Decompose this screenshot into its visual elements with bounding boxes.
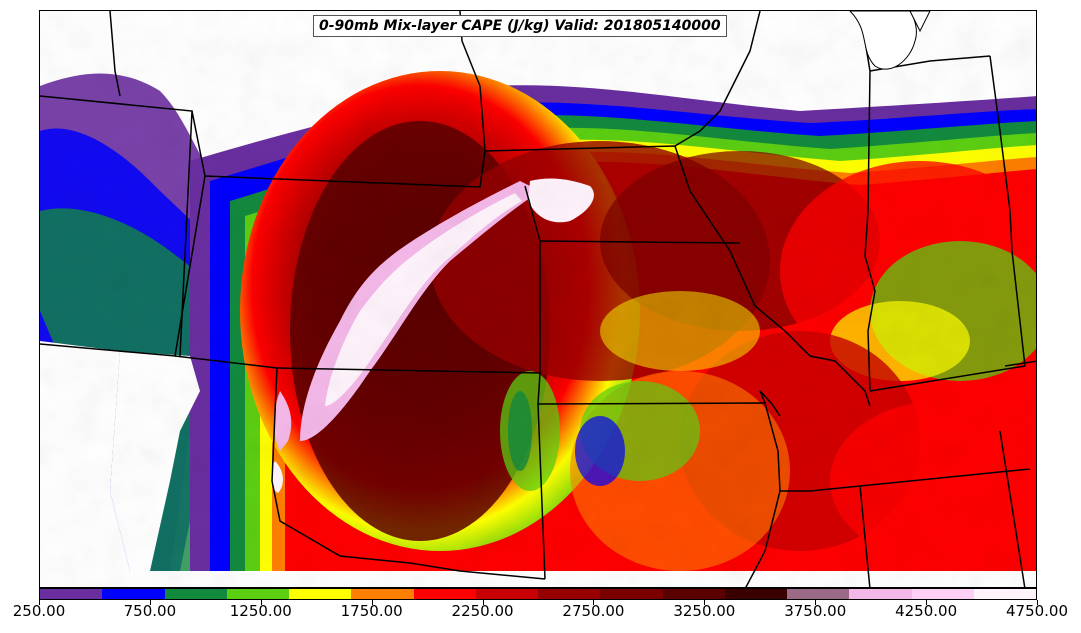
colorbar-swatch — [787, 589, 850, 599]
colorbar-label: 2750.00 — [562, 602, 625, 620]
colorbar-tick — [371, 600, 373, 605]
colorbar-label: 2250.00 — [451, 602, 514, 620]
colorbar-swatch — [289, 589, 352, 599]
colorbar-label: 3250.00 — [673, 602, 736, 620]
colorbar-label: 250.00 — [12, 602, 66, 620]
lake-outlines — [849, 11, 931, 70]
map-panel — [39, 10, 1037, 588]
colorbar-tick — [39, 600, 40, 605]
colorbar-swatch — [351, 589, 414, 599]
state-boundaries — [40, 11, 1036, 587]
colorbar-swatch — [164, 589, 227, 599]
colorbar-swatch — [724, 589, 787, 599]
colorbar-label: 4250.00 — [895, 602, 958, 620]
colorbar-swatch — [849, 589, 912, 599]
colorbar-tick — [926, 600, 928, 605]
colorbar-tick — [482, 600, 484, 605]
colorbar-tick — [260, 600, 262, 605]
colorbar-swatch — [911, 589, 974, 599]
colorbar-swatch — [226, 589, 289, 599]
colorbar-tick — [149, 600, 151, 605]
colorbar-swatch — [102, 589, 165, 599]
colorbar-tick — [593, 600, 595, 605]
colorbar-tick — [1037, 600, 1038, 605]
map-title: 0-90mb Mix-layer CAPE (J/kg) Valid: 2018… — [313, 15, 727, 37]
colorbar-tick — [815, 600, 817, 605]
colorbar-swatch — [475, 589, 538, 599]
colorbar-swatch — [662, 589, 725, 599]
colorbar-swatch — [413, 589, 476, 599]
colorbar-swatch — [600, 589, 663, 599]
colorbar-label: 4750.00 — [1005, 602, 1069, 620]
cape-map — [40, 11, 1036, 587]
colorbar-swatch — [973, 589, 1036, 599]
colorbar-label: 1750.00 — [340, 602, 403, 620]
colorbar-tick — [704, 600, 706, 605]
cape-field — [40, 11, 1036, 587]
colorbar-label: 1250.00 — [229, 602, 292, 620]
colorbar-label: 750.00 — [123, 602, 177, 620]
colorbar-swatch — [40, 589, 103, 599]
colorbar-labels: 250.00 750.00 1250.00 1750.00 2250.00 2750.00… — [0, 600, 1081, 630]
colorbar — [39, 588, 1037, 600]
colorbar-swatch — [538, 589, 601, 599]
colorbar-label: 3750.00 — [784, 602, 847, 620]
